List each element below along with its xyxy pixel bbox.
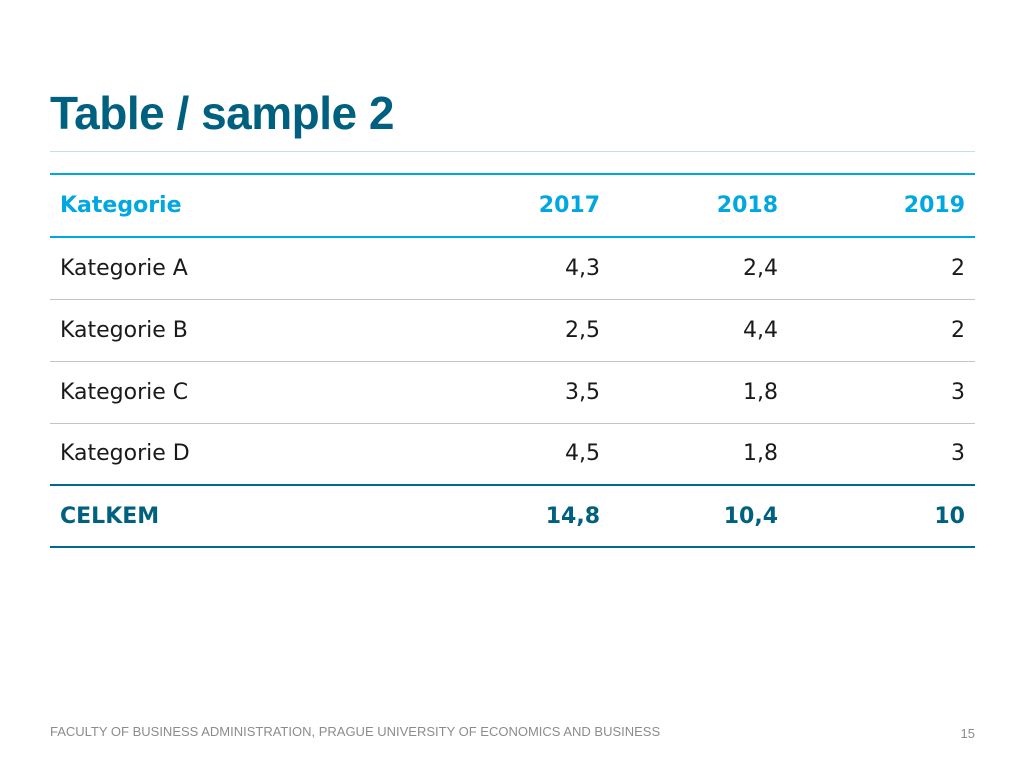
cell-value: 1,8 bbox=[610, 423, 788, 486]
cell-value: 2,4 bbox=[610, 237, 788, 300]
cell-value: 4,4 bbox=[610, 299, 788, 362]
total-value: 10 bbox=[788, 485, 975, 548]
row-label: Kategorie C bbox=[50, 361, 435, 424]
row-label: Kategorie D bbox=[50, 423, 435, 486]
cell-value: 2 bbox=[788, 299, 975, 362]
data-table: Kategorie 2017 2018 2019 Kategorie A 4,3… bbox=[50, 173, 975, 548]
table-row: Kategorie D 4,5 1,8 3 bbox=[50, 423, 975, 486]
total-row: CELKEM 14,8 10,4 10 bbox=[50, 485, 975, 548]
footer-institution: FACULTY OF BUSINESS ADMINISTRATION, PRAG… bbox=[50, 724, 661, 739]
cell-value: 1,8 bbox=[610, 361, 788, 424]
cell-value: 3,5 bbox=[435, 361, 610, 424]
header-category: Kategorie bbox=[50, 173, 435, 238]
total-value: 10,4 bbox=[610, 485, 788, 548]
cell-value: 2 bbox=[788, 237, 975, 300]
header-year-2018: 2018 bbox=[610, 173, 788, 238]
table-row: Kategorie B 2,5 4,4 2 bbox=[50, 299, 975, 362]
table-footer: CELKEM 14,8 10,4 10 bbox=[50, 485, 975, 548]
row-label: Kategorie A bbox=[50, 237, 435, 300]
row-label: Kategorie B bbox=[50, 299, 435, 362]
header-row: Kategorie 2017 2018 2019 bbox=[50, 173, 975, 238]
table-header: Kategorie 2017 2018 2019 bbox=[50, 173, 975, 238]
table-row: Kategorie A 4,3 2,4 2 bbox=[50, 237, 975, 300]
cell-value: 2,5 bbox=[435, 299, 610, 362]
total-label: CELKEM bbox=[50, 485, 435, 548]
header-year-2019: 2019 bbox=[788, 173, 975, 238]
cell-value: 3 bbox=[788, 361, 975, 424]
table-row: Kategorie C 3,5 1,8 3 bbox=[50, 361, 975, 424]
title-divider bbox=[50, 151, 975, 152]
header-year-2017: 2017 bbox=[435, 173, 610, 238]
cell-value: 4,3 bbox=[435, 237, 610, 300]
slide-title: Table / sample 2 bbox=[50, 87, 394, 139]
table-body: Kategorie A 4,3 2,4 2 Kategorie B 2,5 4,… bbox=[50, 237, 975, 486]
cell-value: 4,5 bbox=[435, 423, 610, 486]
cell-value: 3 bbox=[788, 423, 975, 486]
page-number: 15 bbox=[960, 726, 975, 741]
total-value: 14,8 bbox=[435, 485, 610, 548]
